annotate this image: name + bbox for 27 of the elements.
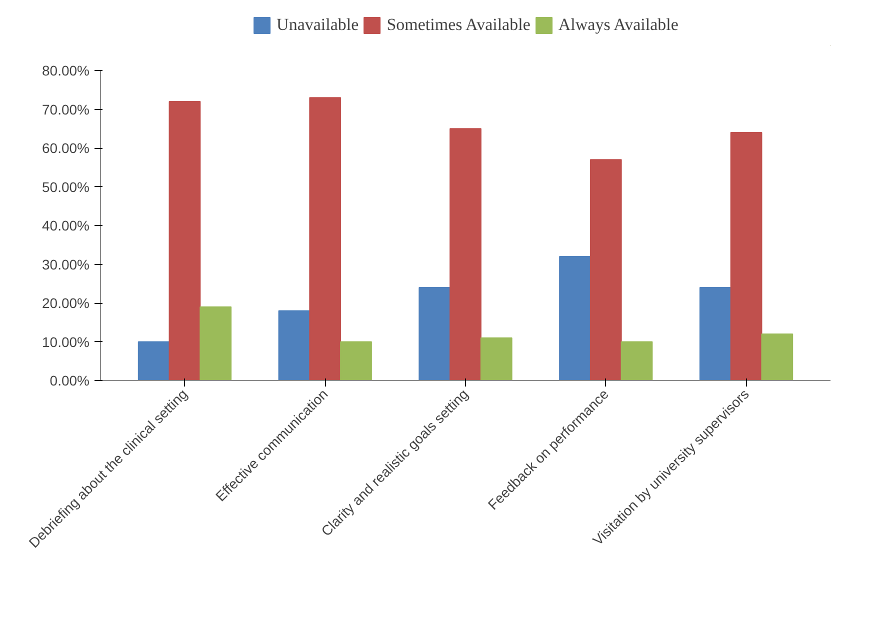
- bar: [168, 101, 201, 380]
- bar: [309, 97, 342, 380]
- bar: [590, 159, 622, 380]
- bar: [278, 310, 310, 380]
- y-tick-label: 40.00%: [42, 218, 90, 234]
- y-tick-label: 30.00%: [42, 256, 90, 272]
- bar: [200, 306, 232, 380]
- bar: [480, 337, 512, 380]
- bar: [699, 287, 732, 380]
- bar: [620, 341, 653, 380]
- bar: [138, 341, 170, 380]
- y-tick-label: 0.00%: [50, 372, 90, 388]
- bar: [450, 128, 482, 380]
- bar: [340, 341, 372, 380]
- y-tick-label: 50.00%: [42, 178, 90, 195]
- y-tick-label: 20.00%: [42, 295, 90, 311]
- y-tick-label: 80.00%: [42, 62, 90, 78]
- bar: [761, 334, 794, 380]
- y-tick-label: 60.00%: [42, 140, 90, 156]
- bar: [730, 132, 762, 380]
- legend-label: Always Available: [558, 15, 678, 35]
- bar: [418, 287, 451, 380]
- legend-label: Sometimes Available: [386, 15, 530, 35]
- legend-label: Unavailable: [276, 15, 359, 35]
- bar: [559, 256, 591, 380]
- y-tick-label: 70.00%: [42, 101, 90, 118]
- y-tick-label: 10.00%: [42, 334, 90, 350]
